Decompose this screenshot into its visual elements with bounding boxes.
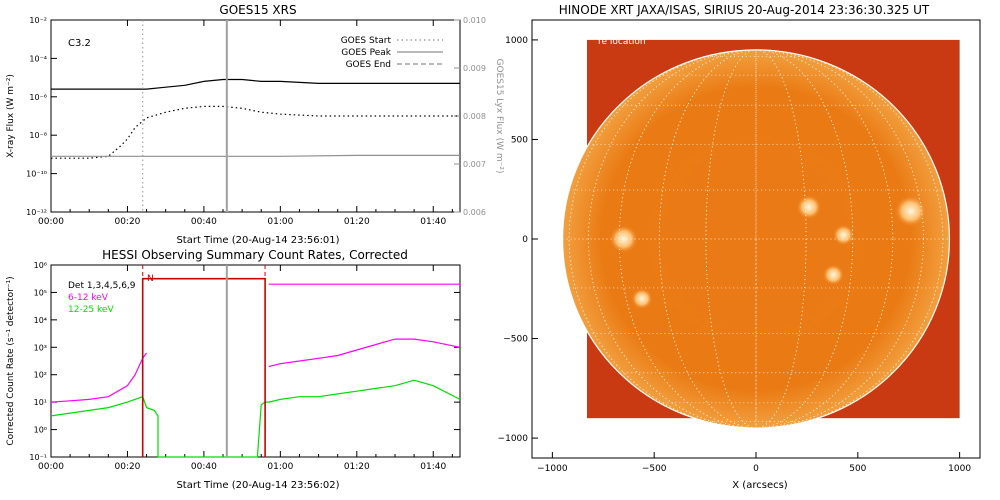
legend-entry-label: Det 1,3,4,5,6,9: [68, 281, 136, 291]
xrt-xlabel: X (arcsecs): [732, 480, 788, 491]
x-tick-label: 01:00: [267, 217, 293, 227]
xrt-image-panel: HINODE XRT JAXA/ISAS, SIRIUS 20-Aug-2014…: [498, 3, 981, 491]
series-line-2: [51, 154, 460, 157]
y-tick-label: 10⁶: [34, 261, 47, 270]
xrt-x-tick-label: 0: [753, 464, 759, 474]
active-region: [608, 224, 639, 254]
x-tick-label: 01:20: [344, 462, 370, 472]
active-region: [822, 264, 845, 286]
grid-longitude: [658, 49, 854, 429]
goes-series-group: [51, 20, 460, 212]
y-tick-label: 10⁻¹²: [26, 208, 47, 217]
x-tick-label: 00:40: [191, 217, 217, 227]
series-line-0: [50, 352, 148, 403]
x-tick-label: 01:40: [420, 217, 446, 227]
y-tick-label: 10²: [34, 371, 47, 380]
y-tick-label: 10⁻¹⁰: [26, 170, 47, 179]
y2-tick-label: 0.008: [463, 112, 486, 121]
goes-xlabel: Start Time (20-Aug-14 23:56:01): [176, 235, 339, 246]
goes-plot-frame: [50, 19, 461, 213]
active-region: [630, 287, 653, 310]
series-line-1: [51, 105, 460, 159]
goes-ylabel: X-ray Flux (W m⁻²): [6, 74, 16, 158]
xrt-y-tick-label: 1000: [505, 36, 528, 46]
hessi-xlabel: Start Time (20-Aug-14 23:56:02): [176, 480, 339, 491]
goes-legend: GOES Start GOES Peak GOES End: [341, 36, 443, 70]
xrt-y-tick-label: −500: [503, 335, 528, 345]
y-tick-label: 10⁵: [34, 288, 47, 297]
x-tick-label: 00:20: [114, 462, 140, 472]
active-region: [832, 224, 855, 246]
x-tick-label: 01:00: [267, 462, 293, 472]
hessi-title: HESSI Observing Summary Count Rates, Cor…: [102, 248, 408, 262]
y-tick-label: 10¹: [34, 398, 47, 407]
legend-entry-label: 6-12 keV: [68, 293, 109, 303]
y-tick-label: 10⁰: [34, 426, 47, 435]
grid-longitude: [568, 49, 944, 429]
x-tick-label: 00:00: [38, 217, 64, 227]
goes-xrs-panel: GOES15 XRS C3.2 Start Time (20-Aug-14 23…: [6, 3, 504, 246]
y2-tick-label: 0.010: [463, 16, 486, 25]
series-line-0: [51, 78, 460, 90]
goes-class-annotation: C3.2: [68, 38, 91, 49]
x-tick-label: 00:40: [191, 462, 217, 472]
xrt-y-tick-label: −1000: [498, 434, 529, 444]
y-tick-label: 10⁴: [34, 316, 47, 325]
xrt-title: HINODE XRT JAXA/ISAS, SIRIUS 20-Aug-2014…: [559, 3, 930, 17]
y-tick-label: 10⁻²: [29, 16, 47, 25]
hessi-ylabel: Corrected Count Rate (s⁻¹ detector⁻¹): [6, 276, 16, 445]
xrt-solar-image: [561, 39, 960, 429]
x-tick-label: 00:00: [38, 462, 64, 472]
y2-tick-label: 0.007: [463, 160, 486, 169]
legend-entry-label: 12-25 keV: [68, 305, 114, 315]
xrt-y-tick-label: 500: [511, 135, 528, 145]
xrt-x-tick-label: −1000: [537, 464, 568, 474]
series-line-4: [141, 277, 266, 457]
xrt-axes: −1000 −500 0 500 1000 −1000 −500 0 500 1000: [498, 36, 972, 474]
series-line-3: [50, 379, 461, 458]
hessi-axes: 00:00 00:20 00:40 01:00 01:20 01:40 10⁻¹ 10⁰ 10¹…: [29, 261, 460, 472]
hessi-plot-frame: [50, 264, 461, 458]
legend-entry-label: GOES Peak: [341, 48, 391, 58]
hessi-series-group: [50, 265, 461, 458]
y2-tick-label: 0.006: [463, 208, 486, 217]
y-tick-label: 10⁻⁶: [29, 93, 47, 102]
y-tick-label: 10⁻⁴: [29, 54, 47, 63]
xrt-y-tick-label: 0: [522, 235, 528, 245]
active-region: [894, 195, 928, 228]
goes-title: GOES15 XRS: [219, 3, 296, 17]
y-tick-label: 10⁻⁸: [29, 131, 47, 140]
goes-axes: 00:00 00:20 00:40 01:00 01:20 01:40 10⁻¹² 10⁻¹⁰…: [26, 16, 486, 227]
xrt-annotation: re location: [598, 37, 646, 47]
xrt-x-tick-label: 500: [849, 464, 866, 474]
goes-y2label: GOES15 Lyx Flux (W m⁻²): [494, 59, 504, 174]
hessi-panel: HESSI Observing Summary Count Rates, Cor…: [6, 248, 461, 491]
y-tick-label: 10⁻¹: [29, 453, 47, 462]
active-region: [796, 194, 822, 220]
xrt-x-tick-label: 1000: [948, 464, 971, 474]
y2-tick-label: 0.009: [463, 64, 486, 73]
hessi-legend: Det 1,3,4,5,6,9 6-12 keV 12-25 keV: [68, 281, 136, 315]
x-tick-label: 01:20: [344, 217, 370, 227]
x-tick-label: 01:40: [420, 462, 446, 472]
xrt-x-tick-label: −500: [642, 464, 667, 474]
x-tick-label: 00:20: [114, 217, 140, 227]
series-line-1: [268, 338, 461, 368]
legend-entry-label: GOES End: [346, 60, 391, 70]
solar-limb: [561, 49, 951, 429]
y-tick-label: 10³: [34, 343, 47, 352]
legend-entry-label: GOES Start: [341, 36, 392, 46]
